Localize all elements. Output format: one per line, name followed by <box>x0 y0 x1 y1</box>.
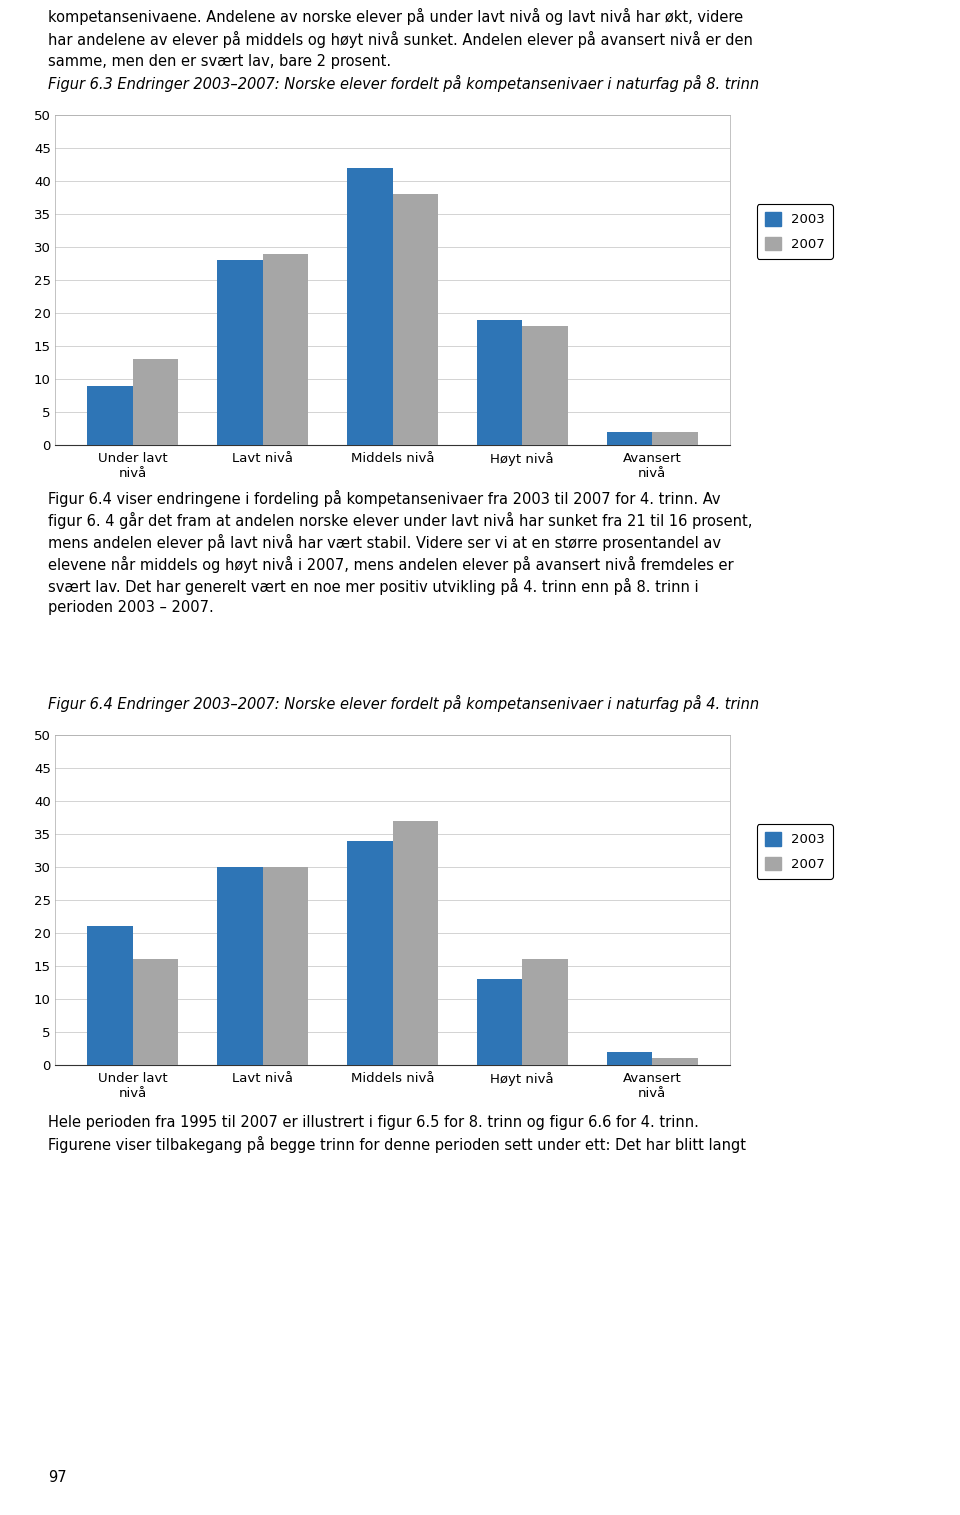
Text: elevene når middels og høyt nivå i 2007, mens andelen elever på avansert nivå fr: elevene når middels og høyt nivå i 2007,… <box>48 556 733 573</box>
Text: mens andelen elever på lavt nivå har vært stabil. Videre ser vi at en større pro: mens andelen elever på lavt nivå har vær… <box>48 533 721 551</box>
Text: 97: 97 <box>48 1470 66 1485</box>
Bar <box>132 359 179 445</box>
Text: Figur 6.4 Endringer 2003–2007: Norske elever fordelt på kompetansenivaer i natur: Figur 6.4 Endringer 2003–2007: Norske el… <box>48 695 759 712</box>
Bar <box>263 253 308 445</box>
Bar <box>217 867 263 1065</box>
Bar <box>263 867 308 1065</box>
Text: Hele perioden fra 1995 til 2007 er illustrert i figur 6.5 for 8. trinn og figur : Hele perioden fra 1995 til 2007 er illus… <box>48 1115 746 1153</box>
Bar <box>348 168 393 445</box>
Bar <box>217 261 263 445</box>
Text: Figur 6.3 Endringer 2003–2007: Norske elever fordelt på kompetansenivaer i natur: Figur 6.3 Endringer 2003–2007: Norske el… <box>48 76 759 92</box>
Bar <box>607 1051 652 1065</box>
Bar <box>607 432 652 445</box>
Bar <box>132 959 179 1065</box>
Legend: 2003, 2007: 2003, 2007 <box>756 205 833 259</box>
Text: Figur 6.4 viser endringene i fordeling på kompetansenivaer fra 2003 til 2007 for: Figur 6.4 viser endringene i fordeling p… <box>48 489 721 508</box>
Bar <box>652 1059 698 1065</box>
Bar <box>393 821 438 1065</box>
Text: kompetansenivaene. Andelene av norske elever på under lavt nivå og lavt nivå har: kompetansenivaene. Andelene av norske el… <box>48 8 753 68</box>
Bar <box>522 959 567 1065</box>
Bar <box>87 386 132 445</box>
Text: figur 6. 4 går det fram at andelen norske elever under lavt nivå har sunket fra : figur 6. 4 går det fram at andelen norsk… <box>48 512 753 529</box>
Bar <box>477 979 522 1065</box>
Bar <box>652 432 698 445</box>
Text: svært lav. Det har generelt vært en noe mer positiv utvikling på 4. trinn enn på: svært lav. Det har generelt vært en noe … <box>48 579 699 595</box>
Bar <box>477 320 522 445</box>
Legend: 2003, 2007: 2003, 2007 <box>756 824 833 879</box>
Text: perioden 2003 – 2007.: perioden 2003 – 2007. <box>48 600 214 615</box>
Bar <box>348 841 393 1065</box>
Bar <box>522 326 567 445</box>
Bar <box>87 926 132 1065</box>
Bar <box>393 194 438 445</box>
